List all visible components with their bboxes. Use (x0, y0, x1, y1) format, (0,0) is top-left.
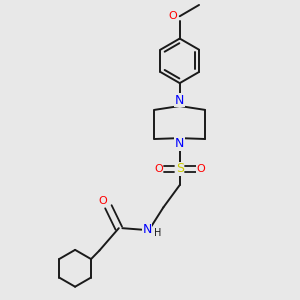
Text: S: S (176, 162, 184, 175)
Text: N: N (142, 223, 152, 236)
Text: N: N (175, 137, 184, 150)
Text: O: O (197, 164, 206, 174)
Text: H: H (154, 228, 161, 238)
Text: O: O (168, 11, 177, 21)
Text: N: N (175, 94, 184, 106)
Text: O: O (99, 196, 107, 206)
Text: O: O (154, 164, 163, 174)
